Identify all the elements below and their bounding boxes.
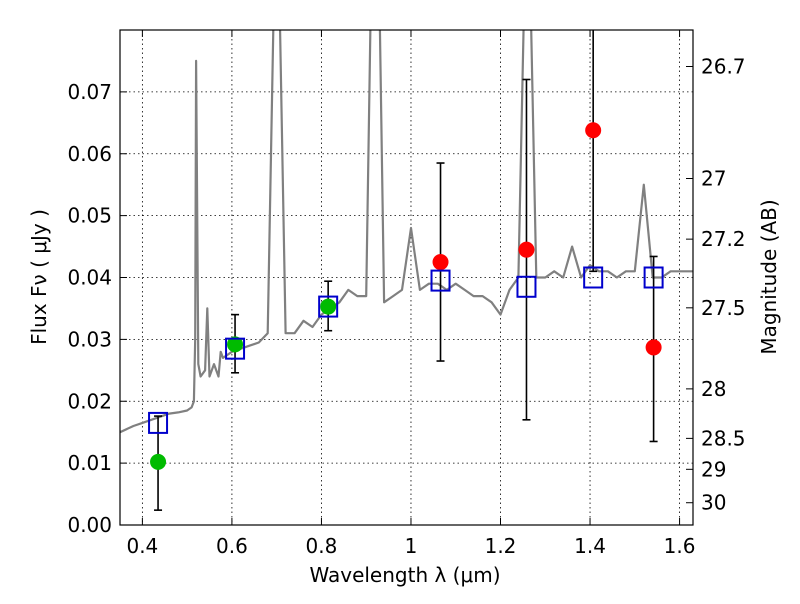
- right-tick-label: 30: [701, 491, 726, 515]
- right-tick-label: 27: [701, 167, 726, 191]
- x-axis-label: Wavelength λ (μm): [309, 563, 500, 587]
- x-tick-label: 1.6: [664, 534, 696, 558]
- x-tick-label: 0.6: [216, 534, 248, 558]
- model-square: [516, 275, 537, 298]
- model-square: [583, 266, 604, 289]
- ticks: 0.4 0.6 0.8 1 1.2 1.4 1.6 0.00 0.01 0.02 0.03 0.04 0…: [67, 30, 746, 558]
- y-tick-label: 0.00: [67, 513, 112, 537]
- y-axis-label: Flux Fν ( μJy ): [27, 209, 51, 345]
- right-axis-label: Magnitude (AB): [757, 199, 781, 354]
- y-tick-label: 0.04: [67, 266, 112, 290]
- data-point: [585, 122, 602, 139]
- right-tick-label: 28: [701, 377, 726, 401]
- x-tick-label: 1.4: [574, 534, 606, 558]
- data-point: [227, 336, 244, 353]
- model-square: [318, 295, 339, 318]
- data-point: [150, 453, 167, 470]
- model-square: [643, 266, 664, 289]
- y-tick-label: 0.03: [67, 327, 112, 351]
- y-tick-label: 0.02: [67, 389, 112, 413]
- model-square: [148, 411, 169, 434]
- data-point: [645, 339, 662, 356]
- x-tick-label: 1: [405, 534, 418, 558]
- x-tick-label: 1.2: [485, 534, 517, 558]
- spectrum-line: [120, 30, 693, 434]
- data-point: [320, 298, 337, 315]
- y-tick-label: 0.01: [67, 451, 112, 475]
- y-tick-label: 0.06: [67, 142, 112, 166]
- y-tick-label: 0.07: [67, 80, 112, 104]
- model-square: [225, 337, 246, 360]
- data-point: [518, 241, 535, 258]
- data-layer: [120, 30, 693, 434]
- right-tick-label: 27.2: [701, 227, 746, 251]
- right-tick-label: 28.5: [701, 426, 746, 450]
- x-tick-label: 0.4: [126, 534, 158, 558]
- right-tick-label: 27.5: [701, 296, 746, 320]
- x-tick-label: 0.8: [306, 534, 338, 558]
- right-tick-label: 29: [701, 457, 726, 481]
- right-tick-label: 26.7: [701, 55, 746, 79]
- markers: [148, 122, 664, 470]
- data-point: [432, 254, 449, 271]
- y-tick-label: 0.05: [67, 204, 112, 228]
- model-square: [430, 269, 451, 292]
- grid: [120, 30, 693, 525]
